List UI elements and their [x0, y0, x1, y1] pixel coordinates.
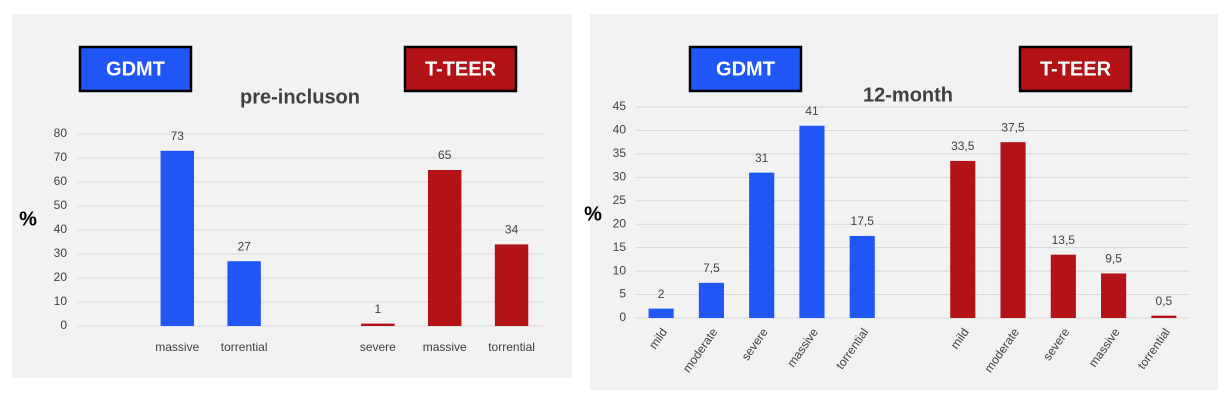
y-tick-label: 35: [613, 146, 627, 160]
y-tick-label: 0: [60, 318, 67, 332]
chart-title: 12-month: [863, 84, 953, 106]
data-label: 33,5: [951, 139, 975, 153]
y-tick-label: 40: [54, 222, 68, 236]
bar: [428, 170, 462, 326]
y-tick-label: 10: [613, 263, 627, 277]
legend-swatch: [403, 45, 518, 93]
bar: [1050, 254, 1076, 318]
legend-swatch: [688, 45, 803, 93]
bar: [1000, 142, 1026, 318]
data-label: 17,5: [851, 214, 875, 228]
y-tick-label: 30: [613, 170, 627, 184]
x-tick-label: severe: [360, 340, 396, 354]
bar: [227, 261, 261, 326]
data-label: 73: [171, 129, 185, 143]
y-tick-label: 30: [54, 246, 68, 260]
data-label: 41: [805, 104, 819, 118]
y-tick-label: 5: [619, 287, 626, 301]
bar: [749, 172, 775, 318]
data-label: 65: [438, 148, 452, 162]
y-tick-label: 45: [613, 99, 627, 113]
y-tick-label: 10: [54, 294, 68, 308]
y-tick-label: 80: [54, 126, 68, 140]
data-label: 13,5: [1052, 233, 1076, 247]
y-tick-label: 70: [54, 150, 68, 164]
legend-label: GDMT: [106, 58, 165, 80]
data-label: 27: [237, 239, 251, 253]
legend-swatch: [1018, 45, 1133, 93]
data-label: 7,5: [703, 261, 720, 275]
bar: [494, 244, 529, 326]
bar: [1151, 315, 1177, 318]
data-label: 0,5: [1156, 294, 1173, 308]
bar: [648, 308, 674, 318]
legend-label: T-TEER: [1040, 58, 1112, 80]
data-label: 31: [755, 151, 769, 165]
y-tick-label: 40: [613, 123, 627, 137]
data-label: 1: [375, 302, 382, 316]
data-label: 37,5: [1001, 120, 1025, 134]
bar: [698, 282, 724, 318]
bar: [849, 235, 875, 318]
legend-label: GDMT: [716, 58, 775, 80]
x-tick-label: torrential: [221, 340, 268, 354]
x-tick-label: massive: [155, 340, 199, 354]
bar: [361, 323, 395, 326]
chart-title: pre-incluson: [240, 86, 360, 108]
y-tick-label: 15: [613, 240, 627, 254]
data-label: 34: [505, 223, 519, 237]
y-tick-label: 0: [619, 310, 626, 324]
legend-swatch: [78, 45, 193, 93]
x-tick-label: massive: [423, 340, 467, 354]
data-label: 2: [658, 287, 665, 301]
x-tick-label: torrential: [488, 340, 535, 354]
data-label: 9,5: [1105, 252, 1122, 266]
bar: [1101, 273, 1127, 318]
y-axis-label: %: [584, 203, 602, 225]
y-tick-label: 50: [54, 198, 68, 212]
y-tick-label: 60: [54, 174, 68, 188]
y-axis-label: %: [19, 208, 37, 230]
y-tick-label: 25: [613, 193, 627, 207]
bar: [160, 150, 194, 326]
y-tick-label: 20: [54, 270, 68, 284]
legend-label: T-TEER: [425, 58, 497, 80]
y-tick-label: 20: [613, 216, 627, 230]
bar: [950, 160, 976, 318]
bar: [799, 125, 825, 318]
